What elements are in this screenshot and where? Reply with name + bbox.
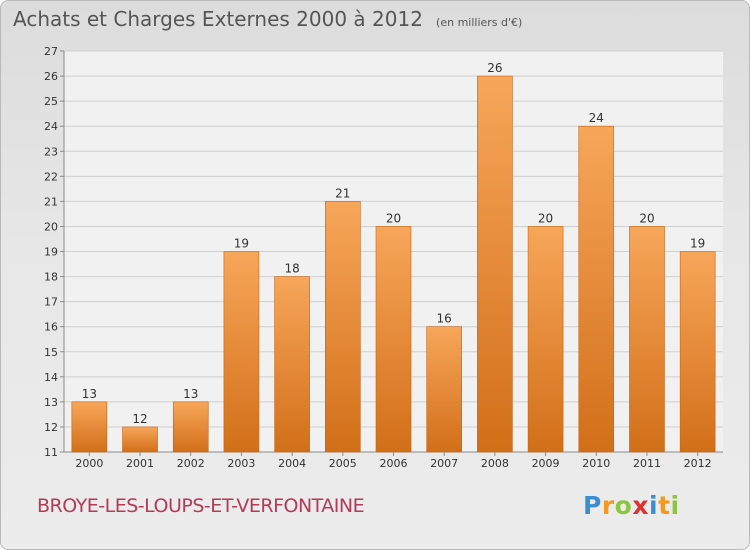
bar <box>223 251 260 453</box>
bar-value-label: 20 <box>386 211 401 225</box>
title-row: Achats et Charges Externes 2000 à 2012 (… <box>13 7 522 31</box>
commune-name: BROYE-LES-LOUPS-ET-VERFONTAINE <box>37 495 365 517</box>
bar <box>527 226 564 453</box>
bar-value-label: 16 <box>437 312 452 326</box>
y-tick-label: 17 <box>44 296 58 309</box>
y-tick-label: 12 <box>44 421 58 434</box>
y-tick-label: 21 <box>44 195 58 208</box>
bar-value-label: 19 <box>690 237 705 251</box>
chart-subtitle: (en milliers d'€) <box>436 16 523 29</box>
x-tick-label: 2000 <box>75 457 103 470</box>
y-tick-label: 19 <box>44 246 58 259</box>
x-tick-label: 2009 <box>532 457 560 470</box>
bar <box>325 201 361 453</box>
x-tick-label: 2010 <box>582 457 610 470</box>
y-tick-label: 27 <box>44 45 58 58</box>
y-tick-label: 14 <box>44 371 58 384</box>
bar-value-label: 19 <box>234 237 249 251</box>
y-tick-label: 16 <box>44 321 58 334</box>
x-tick-label: 2005 <box>329 457 357 470</box>
bar <box>71 401 108 453</box>
bar-value-label: 12 <box>132 412 147 426</box>
bar-value-label: 18 <box>284 262 299 276</box>
x-tick-label: 2003 <box>227 457 255 470</box>
bar-value-label: 13 <box>183 387 198 401</box>
x-tick-label: 2012 <box>684 457 712 470</box>
bar <box>477 75 513 453</box>
x-tick-label: 2006 <box>380 457 408 470</box>
bar-value-label: 13 <box>82 387 97 401</box>
bar <box>426 326 462 453</box>
logo-letter: t <box>658 491 671 520</box>
y-tick-label: 11 <box>44 446 58 459</box>
y-tick-label: 15 <box>44 346 58 359</box>
bar <box>172 401 209 453</box>
bar <box>375 226 412 453</box>
logo-letter: i <box>649 491 659 520</box>
bar-value-label: 20 <box>538 211 553 225</box>
x-tick-label: 2002 <box>177 457 205 470</box>
x-tick-label: 2007 <box>430 457 458 470</box>
x-tick-label: 2008 <box>481 457 509 470</box>
chart-title: Achats et Charges Externes 2000 à 2012 <box>13 7 423 31</box>
logo-letter: i <box>670 491 680 520</box>
y-tick-label: 22 <box>44 170 58 183</box>
bar <box>274 276 310 453</box>
bar-value-label: 20 <box>639 211 654 225</box>
y-tick-label: 13 <box>44 396 58 409</box>
logo-letter: r <box>601 491 615 520</box>
bar-value-label: 24 <box>589 111 604 125</box>
y-tick-label: 25 <box>44 95 58 108</box>
y-tick-label: 20 <box>44 220 58 233</box>
y-tick-label: 24 <box>44 120 58 133</box>
proxiti-logo: Proxiti <box>583 491 680 520</box>
y-tick-label: 23 <box>44 145 58 158</box>
y-tick-label: 26 <box>44 70 58 83</box>
bar <box>578 125 615 453</box>
bar <box>122 426 158 453</box>
bar-value-label: 21 <box>335 186 350 200</box>
bar <box>629 226 665 453</box>
logo-letter: x <box>632 491 649 520</box>
y-tick-label: 18 <box>44 271 58 284</box>
bar <box>679 251 716 453</box>
x-tick-label: 2011 <box>633 457 661 470</box>
x-tick-label: 2004 <box>278 457 306 470</box>
logo-letter: o <box>614 491 633 520</box>
bar-value-label: 26 <box>487 61 502 75</box>
logo-letter: P <box>583 491 602 520</box>
x-tick-label: 2001 <box>126 457 154 470</box>
